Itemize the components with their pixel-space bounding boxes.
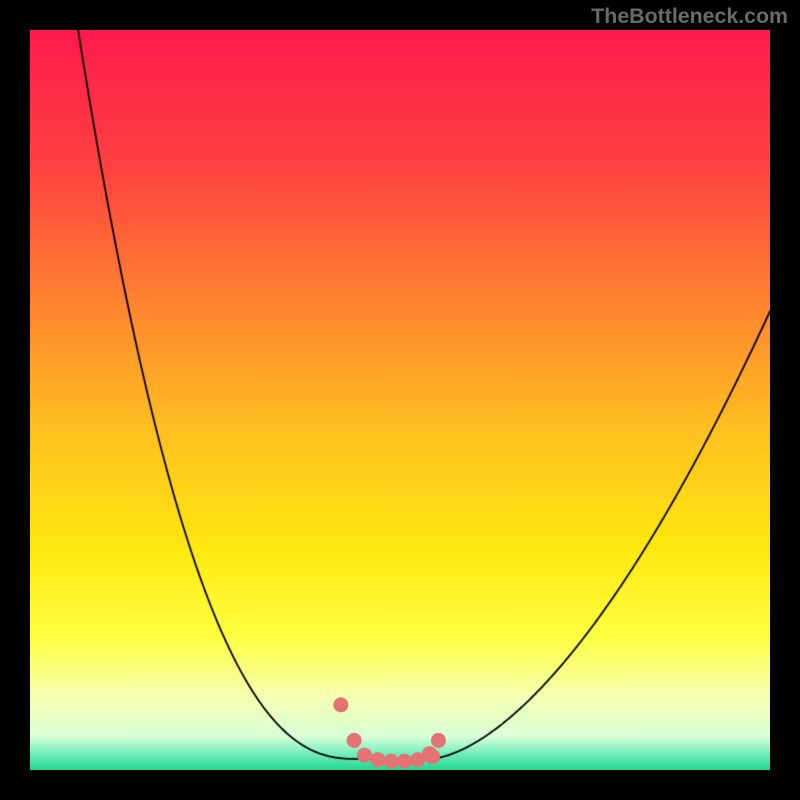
watermark-text: TheBottleneck.com <box>591 4 788 29</box>
chart-stage: TheBottleneck.com <box>0 0 800 800</box>
black-frame <box>0 0 800 800</box>
